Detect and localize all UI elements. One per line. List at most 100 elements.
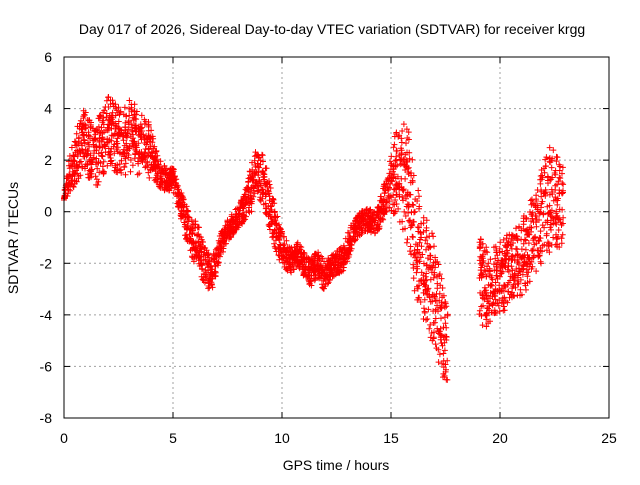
data-point bbox=[183, 236, 190, 243]
data-point bbox=[133, 142, 140, 149]
data-point bbox=[413, 257, 420, 264]
data-point bbox=[107, 101, 114, 108]
data-point bbox=[73, 130, 80, 137]
data-point bbox=[133, 116, 140, 123]
y-tick-label: 2 bbox=[44, 152, 52, 168]
data-point bbox=[130, 135, 137, 142]
data-point bbox=[70, 184, 77, 190]
data-point bbox=[93, 144, 100, 151]
data-point bbox=[113, 146, 120, 153]
data-point bbox=[229, 223, 235, 230]
data-point bbox=[100, 136, 107, 143]
data-point bbox=[107, 114, 114, 121]
data-point bbox=[71, 153, 78, 160]
data-point bbox=[246, 204, 253, 211]
data-point bbox=[122, 171, 129, 178]
data-point bbox=[75, 175, 82, 182]
data-point bbox=[193, 247, 200, 254]
data-point bbox=[440, 350, 447, 357]
data-point bbox=[77, 117, 84, 124]
data-point bbox=[104, 162, 111, 169]
data-point bbox=[101, 107, 108, 114]
data-point bbox=[216, 253, 223, 260]
data-point bbox=[101, 168, 107, 175]
data-point bbox=[101, 142, 108, 149]
data-point bbox=[223, 240, 229, 247]
data-point bbox=[94, 165, 101, 172]
data-point bbox=[518, 246, 525, 253]
data-point bbox=[94, 182, 101, 188]
data-point bbox=[123, 112, 130, 119]
data-point bbox=[78, 158, 84, 165]
data-point bbox=[393, 148, 400, 154]
data-point bbox=[209, 266, 216, 273]
data-point bbox=[430, 233, 437, 240]
data-point bbox=[423, 227, 430, 234]
x-tick-label: 0 bbox=[60, 430, 68, 446]
data-point bbox=[429, 230, 435, 237]
data-point bbox=[81, 112, 88, 119]
data-point bbox=[171, 174, 178, 181]
data-point bbox=[109, 116, 115, 123]
data-point bbox=[196, 224, 202, 231]
data-point bbox=[159, 179, 166, 186]
data-point bbox=[65, 173, 72, 180]
data-point bbox=[93, 155, 100, 162]
data-point bbox=[438, 315, 444, 322]
data-point bbox=[141, 149, 148, 156]
data-point bbox=[108, 145, 115, 152]
data-point bbox=[525, 240, 532, 247]
data-point bbox=[91, 147, 98, 154]
data-point bbox=[120, 129, 127, 136]
data-point bbox=[130, 117, 137, 124]
data-point bbox=[183, 203, 190, 210]
data-point bbox=[235, 222, 242, 229]
data-point bbox=[64, 175, 71, 182]
data-point bbox=[138, 136, 145, 143]
data-point bbox=[208, 281, 215, 287]
data-point bbox=[125, 126, 132, 133]
y-tick-label: 4 bbox=[44, 101, 52, 117]
data-point bbox=[548, 164, 555, 171]
data-point bbox=[190, 258, 197, 265]
data-point bbox=[431, 243, 437, 250]
data-point bbox=[146, 138, 153, 145]
data-point bbox=[94, 129, 101, 135]
data-point bbox=[96, 112, 103, 119]
data-point bbox=[184, 223, 191, 230]
data-point bbox=[154, 161, 161, 168]
data-point bbox=[110, 103, 117, 110]
data-point bbox=[116, 161, 123, 168]
data-point bbox=[121, 164, 128, 171]
data-point bbox=[205, 285, 212, 292]
data-point bbox=[218, 245, 225, 252]
data-point bbox=[115, 118, 122, 125]
data-point bbox=[138, 112, 145, 119]
data-point bbox=[508, 263, 515, 270]
data-point bbox=[170, 166, 177, 173]
x-tick-label: 10 bbox=[274, 430, 290, 446]
data-point bbox=[114, 165, 121, 172]
data-point bbox=[139, 153, 146, 160]
data-point bbox=[129, 162, 136, 169]
data-point bbox=[146, 174, 153, 181]
data-point bbox=[198, 236, 205, 243]
y-tick-label: -8 bbox=[40, 410, 53, 426]
data-point bbox=[398, 139, 405, 146]
data-point bbox=[393, 153, 400, 160]
y-tick-label: -2 bbox=[40, 255, 53, 271]
data-point bbox=[131, 155, 138, 162]
data-point bbox=[223, 224, 230, 231]
data-point bbox=[421, 305, 427, 312]
data-point bbox=[201, 279, 208, 286]
data-point bbox=[432, 341, 439, 348]
data-point bbox=[68, 144, 75, 151]
data-point bbox=[424, 316, 431, 322]
data-point bbox=[133, 108, 140, 115]
data-point bbox=[179, 202, 186, 209]
data-point bbox=[554, 154, 561, 161]
data-point bbox=[173, 182, 180, 188]
data-point bbox=[87, 152, 94, 159]
data-point bbox=[210, 271, 217, 278]
data-point bbox=[75, 140, 82, 147]
